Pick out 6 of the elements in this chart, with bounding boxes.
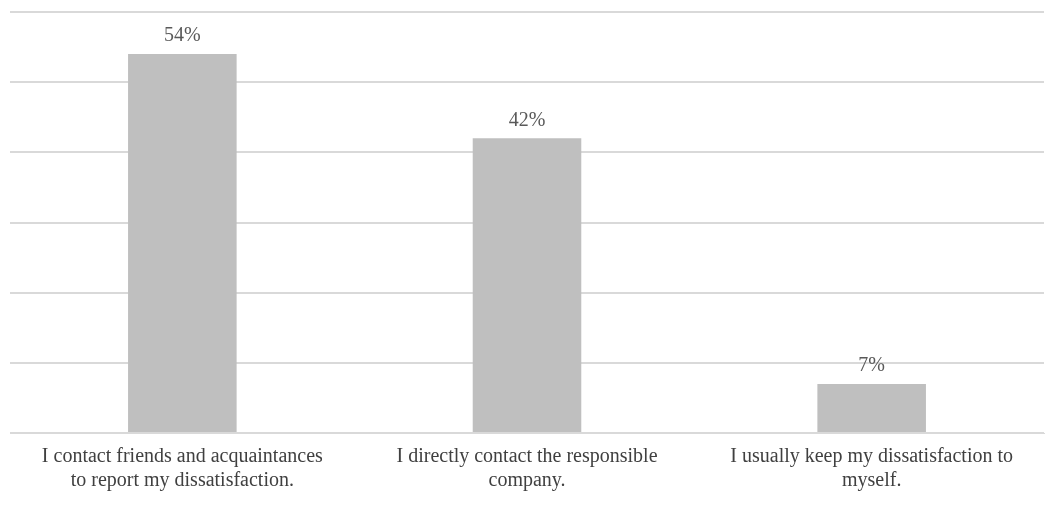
data-label: 42%: [508, 107, 546, 130]
x-tick-label: I directly contact the responsible company.: [396, 444, 658, 492]
data-label: 7%: [858, 353, 885, 376]
x-tick-label: I contact friends and acquaintances to report my dissatisfaction.: [41, 444, 324, 492]
data-label: 54%: [164, 23, 201, 46]
x-tick-label: I usually keep my dissatisfaction to myself.: [730, 444, 1014, 492]
